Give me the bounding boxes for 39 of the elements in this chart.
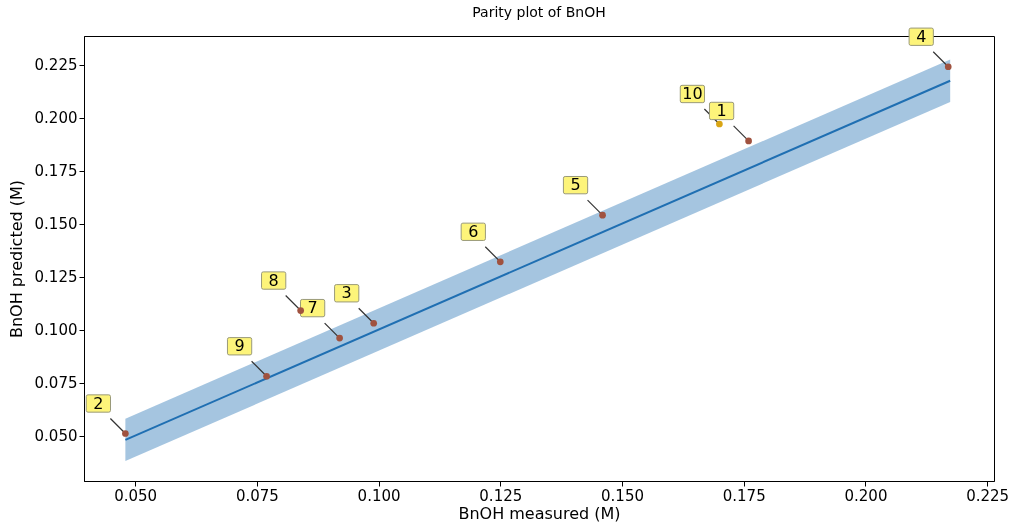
point — [716, 120, 723, 128]
annotation: 8 — [268, 270, 279, 290]
y-tick-label: 0.225 — [34, 56, 78, 75]
y-tick-label: 0.075 — [34, 374, 78, 393]
annotation: 6 — [468, 221, 479, 241]
y-tick-label: 0.150 — [34, 215, 78, 234]
annotation: 3 — [341, 283, 352, 303]
y-axis-title: BnOH predicted (M) — [6, 179, 26, 339]
point — [944, 63, 952, 71]
annotation: 9 — [234, 336, 245, 356]
annotation: 5 — [570, 175, 581, 195]
x-tick-label: 0.200 — [844, 486, 888, 505]
point — [297, 307, 305, 314]
y-tick-label: 0.100 — [34, 321, 78, 340]
x-tick-label: 0.075 — [235, 486, 279, 505]
point — [263, 372, 270, 380]
y-tick-label: 0.050 — [34, 427, 78, 446]
point — [370, 319, 378, 327]
y-tick-label: 0.125 — [34, 268, 78, 287]
x-axis-title: BnOH measured (M) — [458, 503, 621, 523]
point — [599, 211, 606, 219]
annotation: 2 — [93, 393, 104, 413]
x-tick-label: 0.150 — [601, 486, 644, 505]
point — [122, 430, 129, 437]
x-tick-label: 0.050 — [114, 486, 158, 505]
point — [496, 258, 504, 266]
x-tick-label: 0.125 — [479, 486, 523, 505]
x-tick-label: 0.100 — [357, 486, 401, 505]
annotation: 1 — [716, 100, 727, 120]
point — [336, 334, 343, 342]
x-tick-label: 0.175 — [722, 486, 766, 505]
y-tick-label: 0.175 — [34, 162, 78, 181]
point — [745, 137, 752, 145]
annotation: 4 — [916, 26, 927, 46]
x-tick-label: 0.225 — [966, 486, 1010, 505]
annotation: 10 — [682, 83, 703, 103]
chart-title: Parity plot of BnOH — [472, 4, 606, 21]
annotation: 7 — [307, 298, 318, 318]
y-tick-label: 0.200 — [34, 109, 78, 128]
